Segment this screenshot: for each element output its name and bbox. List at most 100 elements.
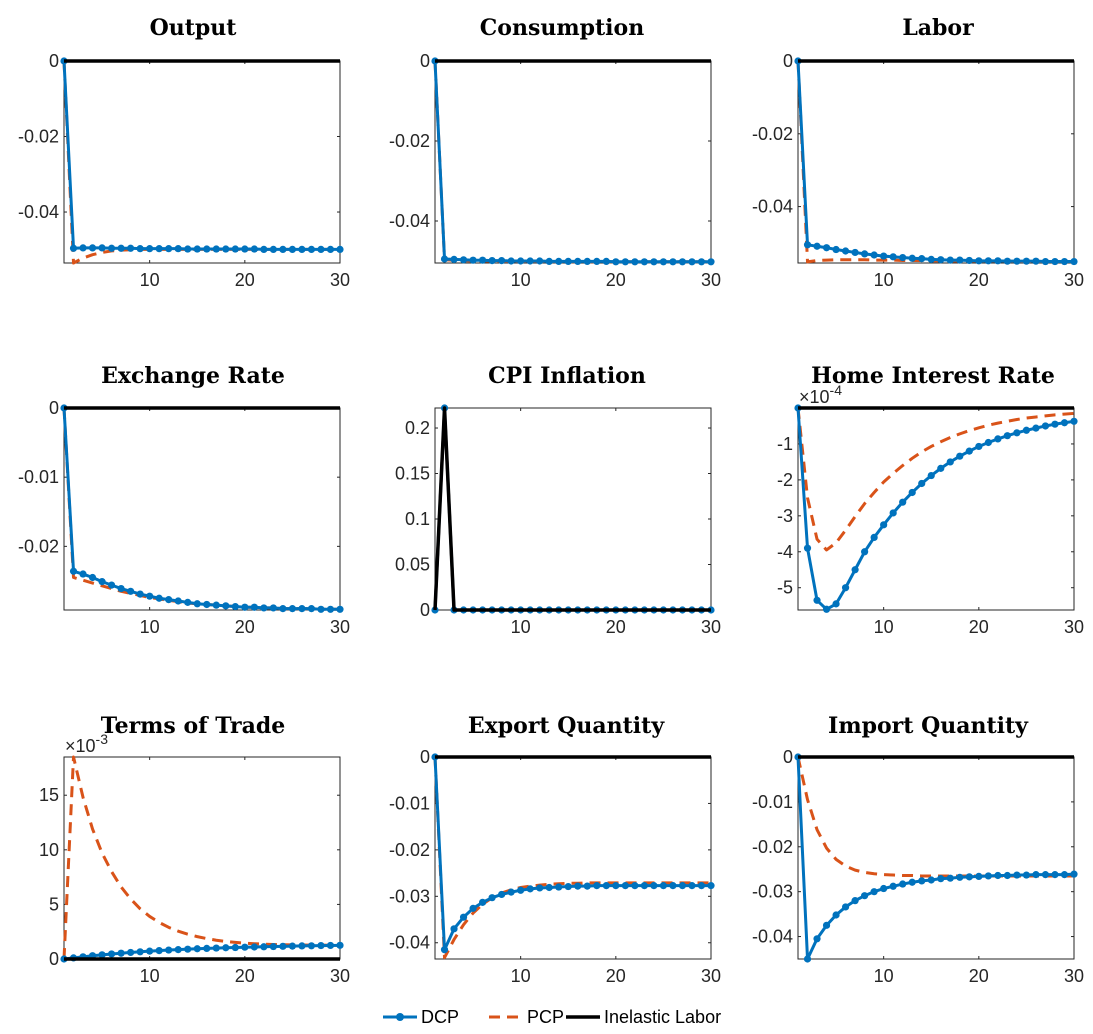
- series-point-dcp: [136, 948, 144, 956]
- series-point-dcp: [612, 882, 620, 890]
- series-point-dcp: [908, 878, 916, 886]
- series-point-dcp: [688, 258, 696, 266]
- y-tick-label: 0: [783, 51, 793, 71]
- panel-export-quantity: Export Quantity 10 20 30 0 -0.01 -0.02 -0.03 -0.…: [389, 713, 721, 986]
- series-point-dcp: [908, 488, 916, 497]
- series-point-dcp: [326, 245, 335, 254]
- series-point-dcp: [260, 245, 268, 254]
- series-point-dcp: [822, 244, 831, 252]
- y-tick-label: 0.2: [405, 418, 430, 438]
- plot-area: [60, 755, 344, 963]
- series-point-dcp: [184, 945, 192, 953]
- series-point-dcp: [459, 256, 468, 264]
- series-point-dcp: [260, 943, 268, 951]
- series-point-dcp: [184, 245, 192, 253]
- series-point-dcp: [288, 942, 297, 950]
- series-point-dcp: [250, 245, 258, 253]
- series-point-dcp: [1070, 257, 1078, 266]
- series-point-dcp: [1051, 871, 1059, 879]
- y-tick-label: 0: [49, 949, 59, 969]
- series-point-dcp: [851, 248, 859, 257]
- series-point-dcp: [956, 256, 964, 264]
- series-point-dcp: [861, 548, 869, 556]
- series-point-dcp: [1051, 420, 1059, 428]
- series-point-dcp: [813, 242, 821, 250]
- y-tick-label: -0.02: [389, 131, 430, 151]
- series-point-dcp: [1041, 422, 1050, 430]
- x-tick-label: 30: [330, 966, 350, 986]
- series-point-dcp: [583, 257, 591, 265]
- series-point-dcp: [269, 245, 277, 254]
- x-tick-label: 30: [1064, 617, 1084, 637]
- series-point-dcp: [279, 605, 287, 613]
- y-tick-label: -0.02: [389, 840, 430, 860]
- series-point-dcp: [880, 521, 888, 529]
- series-point-dcp: [927, 876, 935, 884]
- series-point-dcp: [184, 598, 192, 606]
- x-tick-label: 20: [969, 270, 989, 290]
- x-tick-label: 20: [235, 966, 255, 986]
- series-point-dcp: [165, 596, 173, 604]
- x-tick-label: 20: [969, 966, 989, 986]
- series-point-dcp: [593, 882, 601, 890]
- series-point-dcp: [965, 256, 973, 265]
- axis-exponent-label: ×10-4: [799, 382, 842, 407]
- series-point-dcp: [994, 257, 1002, 265]
- series-point-dcp: [536, 884, 544, 892]
- series-point-dcp: [832, 600, 840, 608]
- series-point-dcp: [937, 464, 945, 472]
- series-point-dcp: [107, 581, 116, 589]
- series-point-dcp: [288, 605, 297, 613]
- axes-box: [797, 60, 1075, 264]
- series-point-dcp: [583, 882, 591, 890]
- series-point-dcp: [889, 509, 897, 517]
- y-tick-label: 0: [420, 51, 430, 71]
- series-point-dcp: [650, 258, 658, 266]
- series-point-dcp: [678, 882, 687, 890]
- series-point-dcp: [631, 258, 639, 266]
- series-point-dcp: [1032, 424, 1040, 432]
- series-point-dcp: [231, 943, 239, 952]
- series-point-dcp: [250, 603, 258, 611]
- series-point-dcp: [260, 604, 268, 612]
- x-tick-label: 10: [140, 966, 160, 986]
- series-point-dcp: [908, 254, 916, 262]
- y-tick-label: 0.1: [405, 509, 430, 529]
- legend-label: DCP: [421, 1007, 459, 1027]
- x-tick-label: 20: [606, 270, 626, 290]
- series-point-dcp: [136, 590, 144, 598]
- series-point-dcp: [984, 257, 992, 265]
- axes-box: [797, 407, 1075, 611]
- series-point-dcp: [640, 258, 648, 266]
- y-tick-label: -0.03: [389, 886, 430, 906]
- series-point-dcp: [1013, 871, 1021, 879]
- axes-box: [434, 60, 712, 264]
- series-point-dcp: [918, 877, 926, 885]
- series-point-dcp: [250, 943, 258, 951]
- series-point-dcp: [279, 942, 287, 950]
- series-point-dcp: [927, 255, 935, 263]
- series-point-dcp: [193, 245, 201, 253]
- series-point-dcp: [269, 604, 277, 612]
- y-tick-label: -0.04: [18, 202, 59, 222]
- series-point-dcp: [174, 245, 182, 253]
- axes-box: [434, 756, 712, 960]
- series-point-dcp: [440, 255, 449, 263]
- series-point-dcp: [79, 570, 87, 578]
- series-point-dcp: [127, 587, 135, 595]
- series-point-dcp: [98, 578, 106, 586]
- series-point-dcp: [1060, 419, 1069, 427]
- series-point-dcp: [832, 245, 840, 254]
- series-point-dcp: [851, 566, 859, 574]
- series-point-dcp: [1032, 871, 1040, 879]
- legend-label: PCP: [527, 1007, 564, 1027]
- y-tick-label: -2: [777, 470, 793, 490]
- plot-area: [431, 57, 715, 266]
- series-point-dcp: [1022, 426, 1031, 434]
- series-point-dcp: [1003, 257, 1011, 265]
- y-tick-label: 0.05: [395, 555, 430, 575]
- series-point-dcp: [498, 890, 506, 899]
- series-point-dcp: [307, 605, 316, 613]
- series-point-dcp: [1003, 432, 1011, 440]
- y-tick-label: -0.04: [389, 211, 430, 231]
